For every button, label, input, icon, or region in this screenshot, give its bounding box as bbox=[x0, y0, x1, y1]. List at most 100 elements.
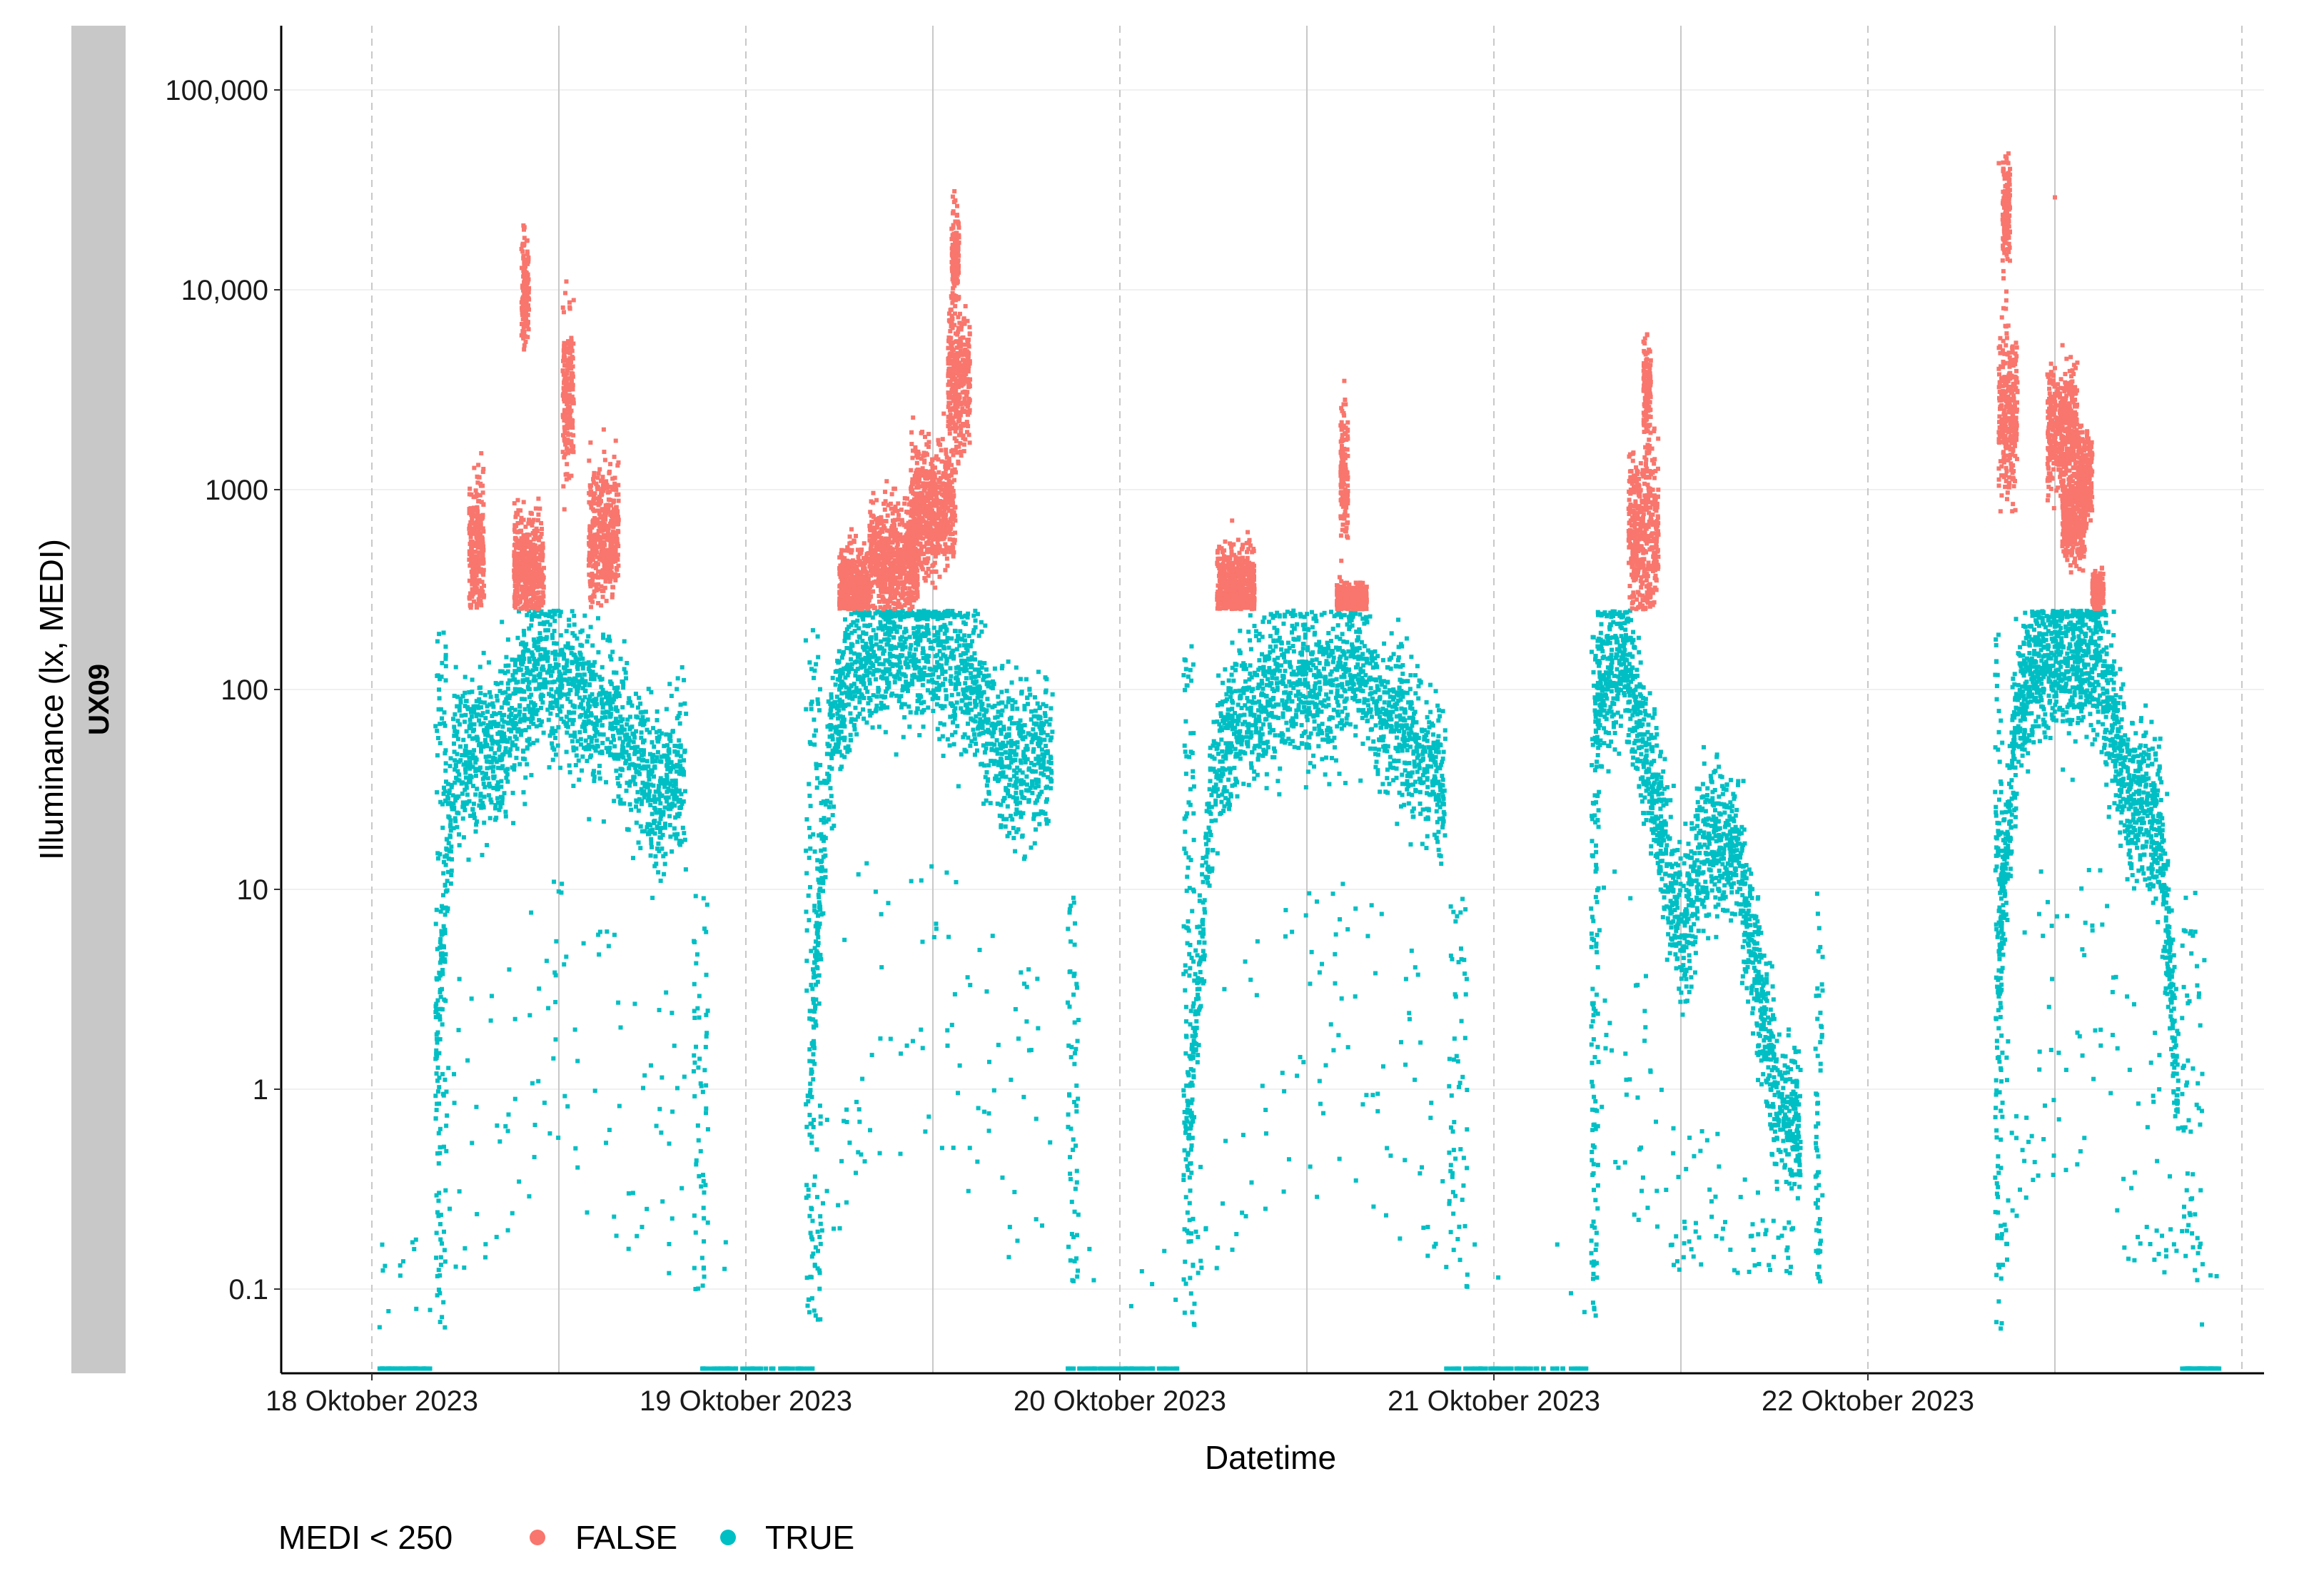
point-false bbox=[479, 538, 484, 543]
point-true bbox=[557, 692, 562, 697]
point-true bbox=[915, 699, 920, 704]
point-false bbox=[469, 545, 474, 550]
point-true bbox=[842, 1118, 847, 1123]
point-true bbox=[482, 700, 487, 705]
point-true bbox=[414, 1306, 419, 1311]
point-false bbox=[525, 600, 530, 605]
point-true bbox=[607, 694, 612, 699]
point-true bbox=[896, 624, 901, 629]
point-true bbox=[682, 837, 687, 842]
point-false bbox=[565, 339, 570, 344]
point-true bbox=[647, 777, 652, 782]
point-true bbox=[510, 657, 515, 662]
point-true bbox=[530, 714, 535, 719]
point-true bbox=[485, 843, 490, 848]
point-false bbox=[565, 368, 570, 373]
point-true bbox=[459, 713, 464, 718]
point-true bbox=[983, 729, 988, 734]
point-true bbox=[532, 1155, 537, 1160]
point-true bbox=[1008, 756, 1013, 761]
point-true bbox=[505, 637, 510, 642]
point-true bbox=[650, 844, 655, 849]
point-true bbox=[867, 613, 872, 618]
point-true bbox=[464, 782, 469, 787]
point-true bbox=[694, 952, 699, 957]
point-true bbox=[434, 1193, 439, 1198]
point-true bbox=[496, 784, 501, 789]
point-true bbox=[485, 776, 490, 781]
point-true bbox=[578, 742, 583, 747]
point-true bbox=[1029, 709, 1034, 714]
point-true bbox=[507, 707, 512, 712]
point-true bbox=[420, 1366, 425, 1371]
point-true bbox=[468, 723, 473, 728]
point-false bbox=[615, 552, 620, 557]
point-false bbox=[589, 483, 594, 488]
point-true bbox=[862, 673, 867, 678]
point-false bbox=[562, 438, 567, 443]
point-false bbox=[481, 567, 486, 572]
point-true bbox=[847, 687, 852, 692]
point-true bbox=[810, 628, 815, 633]
point-true bbox=[902, 702, 907, 707]
point-true bbox=[1013, 849, 1018, 854]
point-true bbox=[692, 1016, 697, 1021]
point-false bbox=[610, 516, 615, 521]
point-true bbox=[1001, 770, 1006, 775]
point-false bbox=[480, 526, 485, 531]
point-false bbox=[588, 529, 593, 534]
point-true bbox=[826, 744, 831, 749]
point-false bbox=[515, 565, 520, 570]
point-false bbox=[521, 268, 526, 273]
point-true bbox=[642, 738, 647, 743]
point-true bbox=[559, 717, 564, 722]
point-true bbox=[1028, 732, 1033, 737]
point-true bbox=[645, 798, 650, 803]
point-true bbox=[467, 799, 472, 804]
point-false bbox=[469, 529, 474, 534]
point-true bbox=[641, 752, 646, 757]
point-true bbox=[436, 1131, 441, 1136]
point-true bbox=[1047, 722, 1052, 727]
point-true bbox=[547, 610, 552, 615]
point-false bbox=[600, 475, 605, 480]
point-true bbox=[649, 768, 654, 773]
point-false bbox=[567, 363, 572, 368]
point-true bbox=[629, 807, 634, 812]
point-true bbox=[1021, 779, 1026, 784]
point-true bbox=[954, 647, 959, 652]
point-true bbox=[813, 1004, 818, 1009]
point-false bbox=[521, 334, 526, 339]
point-true bbox=[662, 753, 667, 758]
point-true bbox=[1018, 810, 1023, 815]
point-true bbox=[452, 749, 457, 754]
point-true bbox=[654, 862, 659, 867]
point-true bbox=[936, 635, 941, 640]
point-true bbox=[965, 975, 970, 980]
point-true bbox=[826, 699, 831, 704]
point-false bbox=[567, 300, 572, 305]
point-true bbox=[547, 668, 552, 673]
point-true bbox=[819, 869, 824, 874]
point-true bbox=[472, 736, 477, 741]
point-false bbox=[540, 600, 545, 605]
point-true bbox=[532, 1123, 537, 1128]
point-false bbox=[610, 487, 615, 492]
point-true bbox=[542, 677, 547, 682]
point-true bbox=[525, 668, 530, 673]
point-true bbox=[478, 792, 483, 797]
point-false bbox=[567, 306, 572, 311]
point-true bbox=[447, 788, 452, 793]
point-false bbox=[520, 606, 525, 611]
point-true bbox=[557, 695, 562, 700]
point-true bbox=[434, 1048, 439, 1053]
point-false bbox=[603, 483, 608, 488]
point-true bbox=[650, 812, 655, 817]
point-false bbox=[475, 492, 480, 497]
point-false bbox=[614, 505, 619, 510]
point-true bbox=[583, 710, 588, 715]
point-true bbox=[564, 663, 569, 668]
point-false bbox=[473, 549, 478, 554]
point-true bbox=[600, 665, 605, 670]
point-true bbox=[521, 672, 526, 677]
